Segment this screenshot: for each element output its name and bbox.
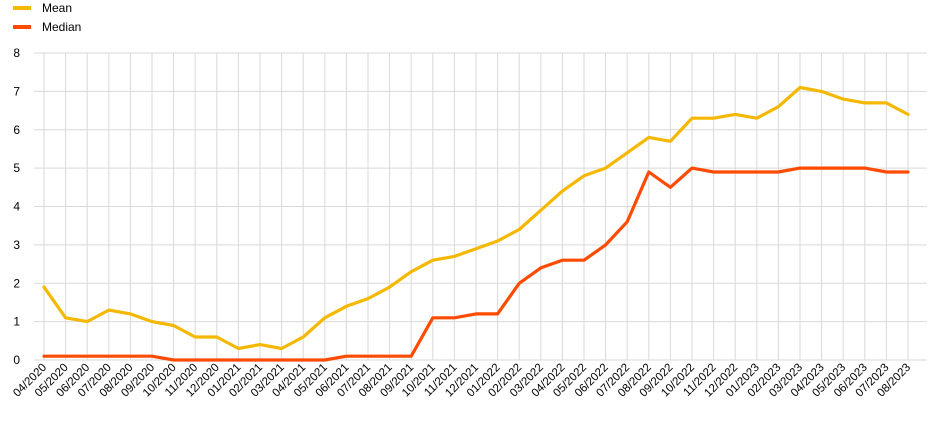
- y-tick-label: 7: [13, 84, 20, 98]
- y-tick-label: 6: [13, 123, 20, 137]
- legend-label-mean: Mean: [42, 1, 72, 15]
- y-tick-label: 1: [13, 315, 20, 329]
- series-line-mean: [42, 85, 910, 351]
- y-tick-label: 4: [13, 200, 20, 214]
- series-lines: [42, 85, 910, 362]
- y-axis: 0 1 2 3 4 5 6 7 8: [13, 46, 20, 367]
- y-tick-label: 3: [13, 238, 20, 252]
- legend: Mean Median: [13, 1, 81, 34]
- legend-label-median: Median: [42, 20, 81, 34]
- series-line-median: [42, 166, 910, 362]
- grid: [34, 52, 927, 361]
- x-axis: 04/202005/202006/202007/202008/202009/20…: [11, 362, 913, 400]
- y-tick-label: 0: [13, 353, 20, 367]
- y-tick-label: 8: [13, 46, 20, 60]
- y-tick-label: 2: [13, 276, 20, 290]
- y-tick-label: 5: [13, 161, 20, 175]
